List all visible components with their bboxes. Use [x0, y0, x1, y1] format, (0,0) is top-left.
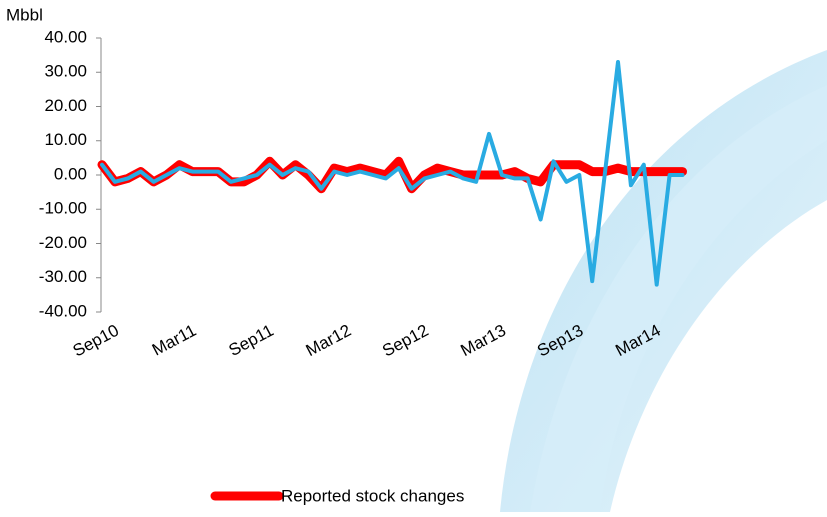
y-tick-label: -10.00 — [39, 199, 87, 218]
y-tick-label: 0.00 — [54, 164, 87, 183]
y-tick-label: -30.00 — [39, 267, 87, 286]
background-swoosh-inner — [530, 85, 827, 512]
y-tick-label: 20.00 — [44, 96, 87, 115]
x-tick-label: Sep11 — [226, 321, 277, 360]
y-tick-label: 30.00 — [44, 62, 87, 81]
y-tick-label: -20.00 — [39, 233, 87, 252]
y-tick-label: -40.00 — [39, 301, 87, 320]
y-tick-label: 10.00 — [44, 130, 87, 149]
x-tick-label: Mar13 — [458, 321, 509, 360]
y-axis-label: Mbbl — [6, 5, 43, 24]
x-tick-label: Sep12 — [379, 321, 431, 361]
legend-label: Reported stock changes — [281, 486, 464, 505]
x-tick-label: Mar12 — [303, 321, 354, 360]
x-tick-label: Mar11 — [149, 321, 199, 360]
series-line — [100, 59, 685, 287]
y-tick-label: 40.00 — [44, 27, 87, 46]
x-tick-label: Sep10 — [70, 321, 122, 361]
